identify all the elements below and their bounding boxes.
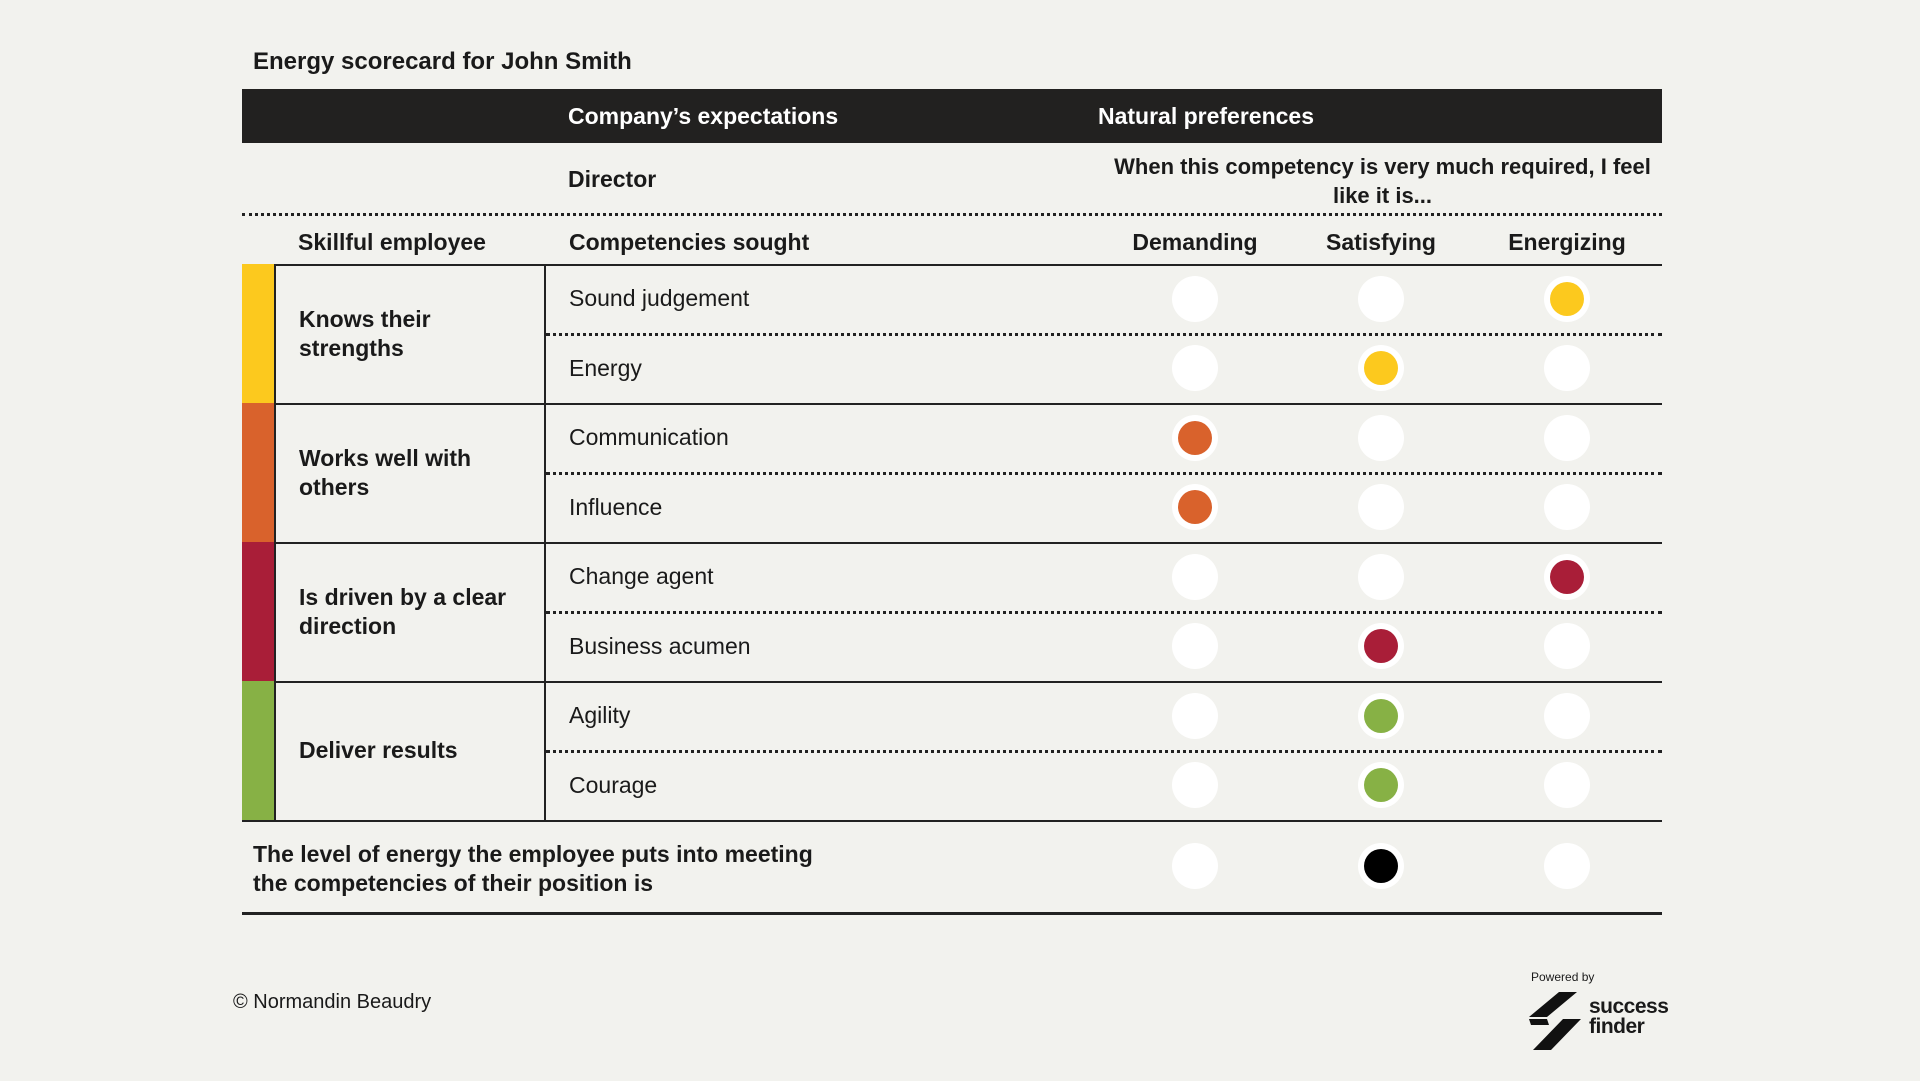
- rating-marker: [1178, 420, 1212, 455]
- summary-circle-satisfying: [1358, 843, 1404, 889]
- position-title: Director: [568, 166, 657, 192]
- skill-group-label: Is driven by a clear direction: [299, 583, 507, 639]
- header-rule: [242, 264, 1662, 266]
- rating-circle-satisfying: [1358, 623, 1404, 670]
- preferences-note: When this competency is very much requir…: [1114, 154, 1651, 208]
- row-divider: [546, 749, 1662, 753]
- rating-circle-energizing: [1544, 762, 1590, 809]
- swatch-divider: [274, 681, 276, 820]
- row-divider: [546, 610, 1662, 614]
- competency-row: Change agent: [546, 542, 1662, 611]
- competency-name: Courage: [569, 771, 658, 798]
- column-header-energizing: Energizing: [1508, 229, 1626, 255]
- competency-row: Communication: [546, 403, 1662, 472]
- rating-circle-energizing: [1544, 553, 1590, 600]
- skill-group-label: Works well with others: [299, 444, 472, 500]
- skill-group: Deliver results: [242, 681, 546, 820]
- rating-marker: [1178, 490, 1212, 525]
- rating-marker: [1364, 698, 1398, 733]
- rating-marker: [1550, 559, 1584, 594]
- rating-circle-satisfying: [1358, 553, 1404, 600]
- group-color-swatch: [242, 264, 274, 403]
- column-header-demanding: Demanding: [1132, 229, 1258, 255]
- summary-text: The level of energy the employee puts in…: [253, 841, 813, 896]
- row-divider: [546, 332, 1662, 336]
- column-header-competencies: Competencies sought: [569, 229, 810, 255]
- skill-group-label: Knows their strengths: [299, 305, 431, 361]
- header-bar: Company’s expectations Natural preferenc…: [242, 89, 1662, 143]
- competency-name: Change agent: [569, 563, 714, 589]
- group-color-swatch: [242, 403, 274, 542]
- success-finder-logo: Powered by success finder: [1525, 970, 1669, 1050]
- rating-circle-satisfying: [1358, 414, 1404, 461]
- rating-circle-demanding: [1172, 484, 1218, 531]
- page-title: Energy scorecard for John Smith: [253, 48, 632, 75]
- powered-by-label: Powered by: [1531, 970, 1595, 984]
- group-color-swatch: [242, 542, 274, 681]
- bottom-rule: [242, 912, 1662, 915]
- competency-name: Influence: [569, 493, 663, 520]
- competency-row: Energy: [546, 334, 1662, 403]
- competency-row: Agility: [546, 681, 1662, 750]
- rating-circle-energizing: [1544, 345, 1590, 392]
- rating-circle-energizing: [1544, 414, 1590, 461]
- success-finder-mark-icon: [1529, 992, 1581, 1050]
- rating-marker: [1550, 281, 1584, 316]
- column-header-skill: Skillful employee: [298, 229, 486, 255]
- header-expectations: Company’s expectations: [568, 103, 839, 129]
- swatch-divider: [274, 403, 276, 542]
- swatch-divider: [274, 264, 276, 403]
- summary-circle-demanding: [1172, 843, 1218, 889]
- rating-circle-energizing: [1544, 692, 1590, 739]
- rating-circle-energizing: [1544, 623, 1590, 670]
- competency-row: Sound judgement: [546, 264, 1662, 333]
- group-rule: [242, 681, 1662, 683]
- rating-marker: [1364, 768, 1398, 803]
- summary-circle-energizing: [1544, 843, 1590, 889]
- rating-circle-demanding: [1172, 692, 1218, 739]
- skill-group: Is driven by a clear direction: [242, 542, 546, 681]
- group-rule: [242, 403, 1662, 405]
- skill-group-label: Deliver results: [299, 737, 458, 763]
- row-divider: [546, 471, 1662, 475]
- column-header-satisfying: Satisfying: [1326, 229, 1436, 255]
- rating-marker: [1364, 629, 1398, 664]
- competency-name: Business acumen: [569, 632, 751, 659]
- brand-name: success finder: [1589, 995, 1669, 1038]
- rating-marker: [1364, 849, 1398, 883]
- rating-circle-demanding: [1172, 623, 1218, 670]
- swatch-divider: [274, 542, 276, 681]
- group-rule: [242, 820, 1662, 822]
- header-preferences: Natural preferences: [1097, 103, 1315, 129]
- competency-name: Energy: [569, 354, 642, 381]
- rating-circle-satisfying: [1358, 275, 1404, 322]
- competency-name: Communication: [569, 424, 729, 450]
- skill-group: Knows their strengths: [242, 264, 546, 403]
- rating-circle-demanding: [1172, 553, 1218, 600]
- competency-row: Courage: [546, 751, 1662, 820]
- competency-name: Agility: [569, 702, 631, 728]
- rating-circle-demanding: [1172, 275, 1218, 322]
- copyright: © Normandin Beaudry: [233, 991, 432, 1013]
- skill-group: Works well with others: [242, 403, 546, 542]
- rating-circle-energizing: [1544, 275, 1590, 322]
- rating-marker: [1364, 351, 1398, 386]
- rating-circle-satisfying: [1358, 484, 1404, 531]
- rating-circle-satisfying: [1358, 345, 1404, 392]
- competency-row: Influence: [546, 473, 1662, 542]
- rating-circle-satisfying: [1358, 762, 1404, 809]
- group-rule: [242, 542, 1662, 544]
- rating-circle-satisfying: [1358, 692, 1404, 739]
- competency-row: Business acumen: [546, 612, 1662, 681]
- group-color-swatch: [242, 681, 274, 820]
- rating-circle-demanding: [1172, 762, 1218, 809]
- competency-name: Sound judgement: [569, 285, 750, 311]
- rating-circle-demanding: [1172, 414, 1218, 461]
- divider: [242, 213, 1662, 216]
- rating-circle-energizing: [1544, 484, 1590, 531]
- rating-circle-demanding: [1172, 345, 1218, 392]
